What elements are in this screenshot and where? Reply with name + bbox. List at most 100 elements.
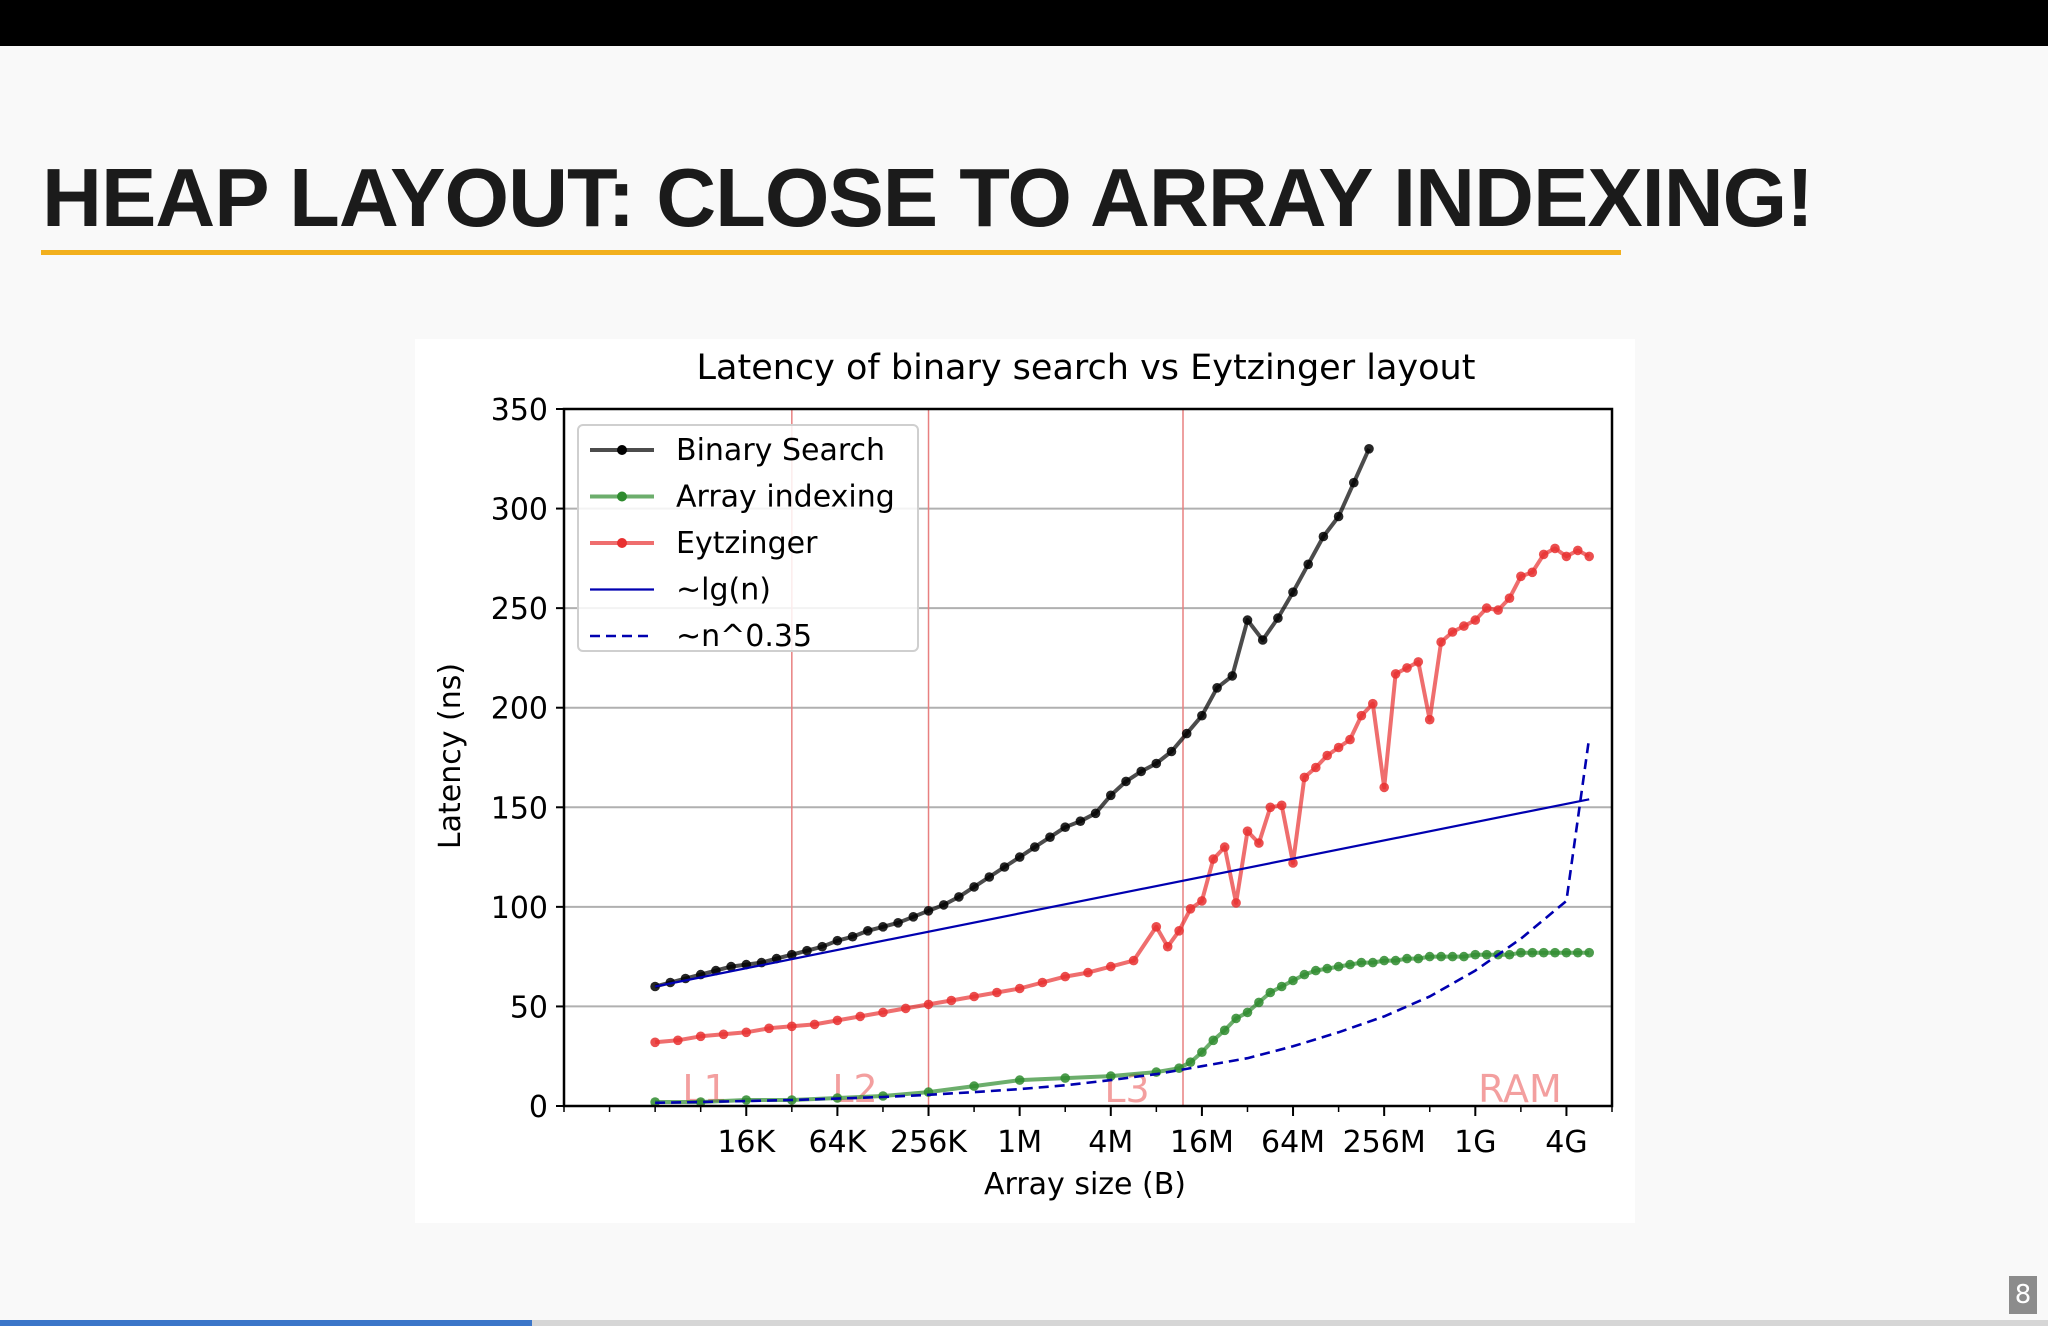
cache-level-label: L2 xyxy=(832,1067,877,1111)
data-point xyxy=(855,1011,865,1022)
data-point xyxy=(1106,1071,1116,1081)
data-point xyxy=(1311,762,1321,773)
data-point xyxy=(1106,790,1116,801)
data-point xyxy=(1045,832,1055,842)
data-point xyxy=(878,922,888,932)
data-point xyxy=(1219,1025,1230,1036)
data-point xyxy=(1584,551,1594,562)
data-point xyxy=(1368,698,1378,709)
y-tick-label: 200 xyxy=(491,692,548,727)
data-point xyxy=(969,991,979,1002)
data-point xyxy=(1257,635,1268,645)
legend: Binary Search Array indexing Eytzinger ~lg(… xyxy=(577,424,919,654)
data-point xyxy=(1413,953,1424,964)
data-point xyxy=(1447,951,1458,962)
data-point xyxy=(1402,663,1412,673)
data-point xyxy=(1083,967,1093,978)
data-point xyxy=(1151,922,1162,932)
data-point xyxy=(673,1035,683,1046)
data-point xyxy=(893,918,903,928)
data-point xyxy=(938,900,949,910)
data-point xyxy=(718,1029,729,1040)
data-point xyxy=(809,1019,820,1030)
data-point xyxy=(1504,593,1515,603)
data-point xyxy=(946,995,957,1006)
data-point xyxy=(1090,808,1101,819)
x-tick-label: 4M xyxy=(1088,1125,1133,1160)
data-point xyxy=(1060,822,1070,832)
data-point xyxy=(1208,854,1219,864)
data-point xyxy=(1345,734,1355,745)
data-point xyxy=(1561,947,1572,958)
data-point xyxy=(1379,782,1389,793)
data-point xyxy=(741,1027,752,1038)
data-point xyxy=(1364,444,1374,454)
series-line xyxy=(654,798,1590,988)
data-point xyxy=(726,961,736,972)
data-point xyxy=(1493,605,1503,615)
data-point xyxy=(1151,758,1162,769)
data-point xyxy=(1014,852,1025,862)
y-axis-label: Latency (ns) xyxy=(433,663,468,849)
data-point xyxy=(1242,1007,1253,1018)
data-point xyxy=(1356,710,1367,721)
data-point xyxy=(1459,621,1469,631)
y-tick-label: 100 xyxy=(491,891,548,926)
data-point xyxy=(1470,615,1481,625)
y-tick-label: 150 xyxy=(491,791,548,826)
data-point xyxy=(1573,545,1583,556)
cache-level-label: L1 xyxy=(682,1067,727,1111)
data-point xyxy=(847,931,858,942)
legend-box xyxy=(577,424,919,652)
x-tick-label: 16K xyxy=(717,1125,776,1160)
data-point xyxy=(954,892,964,902)
progress-fill xyxy=(0,1320,533,1326)
data-point xyxy=(863,926,873,936)
data-point xyxy=(787,1021,797,1032)
data-point xyxy=(1402,953,1412,964)
data-point xyxy=(1333,742,1344,753)
data-point xyxy=(1166,746,1177,757)
legend-label: Array indexing xyxy=(676,480,895,515)
data-point xyxy=(1504,949,1515,960)
y-tick-label: 300 xyxy=(491,493,548,528)
data-point xyxy=(1060,1073,1070,1083)
data-point xyxy=(1447,627,1458,637)
data-point xyxy=(1254,997,1264,1008)
legend-label: Eytzinger xyxy=(676,526,818,561)
data-point xyxy=(1265,987,1276,998)
y-tick-label: 50 xyxy=(510,990,548,1025)
x-tick-label: 4G xyxy=(1545,1125,1587,1160)
data-point xyxy=(817,941,827,952)
data-point xyxy=(1311,965,1321,976)
data-point xyxy=(1276,800,1287,811)
data-point xyxy=(1516,947,1526,958)
data-point xyxy=(1538,549,1549,560)
data-point xyxy=(1368,957,1378,968)
data-point xyxy=(1333,961,1344,972)
data-point xyxy=(802,945,812,956)
data-point xyxy=(1459,951,1469,962)
data-point xyxy=(695,1031,706,1042)
data-point xyxy=(1413,657,1424,667)
series-group xyxy=(650,444,1594,1106)
data-point xyxy=(1208,1035,1219,1046)
data-point xyxy=(1345,959,1355,970)
data-point xyxy=(1185,1057,1196,1067)
data-point xyxy=(1349,477,1359,488)
x-tick-label: 256M xyxy=(1343,1125,1426,1160)
page-number: 8 xyxy=(2009,1276,2037,1314)
data-point xyxy=(787,949,797,960)
data-point xyxy=(1538,947,1549,958)
data-point xyxy=(1318,531,1329,542)
axes-frame xyxy=(562,407,1614,1108)
data-point xyxy=(992,987,1002,998)
data-point xyxy=(741,1095,752,1105)
data-point xyxy=(923,999,934,1010)
top-bar xyxy=(0,0,2048,46)
data-point xyxy=(1288,587,1298,597)
data-point xyxy=(1075,816,1086,826)
data-point xyxy=(1288,858,1298,868)
data-point xyxy=(1181,728,1192,739)
data-point xyxy=(1185,904,1196,914)
